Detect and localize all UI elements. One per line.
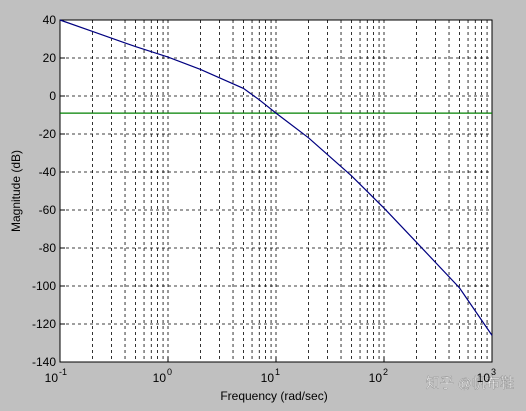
- x-tick-exponent: 2: [383, 367, 388, 377]
- y-tick-label: 20: [43, 51, 57, 65]
- x-axis-label: Frequency (rad/sec): [220, 389, 327, 403]
- x-tick-exponent: -1: [59, 367, 67, 377]
- x-tick-label: 10: [153, 371, 167, 385]
- x-tick-exponent: 0: [167, 367, 172, 377]
- y-tick-label: -80: [39, 241, 57, 255]
- y-tick-label: -100: [32, 279, 56, 293]
- y-tick-label: 40: [43, 13, 57, 27]
- x-tick-label: 10: [261, 371, 275, 385]
- x-tick-exponent: 1: [275, 367, 280, 377]
- x-tick-exponent: 3: [491, 367, 496, 377]
- plot-border: [59, 19, 493, 363]
- x-tick-label: 10: [477, 371, 491, 385]
- data-line: [59, 19, 493, 336]
- y-axis-label: Magnitude (dB): [9, 150, 23, 232]
- y-tick-label: -40: [39, 165, 57, 179]
- y-tick-label: 0: [49, 89, 56, 103]
- y-tick-label: -140: [32, 355, 56, 369]
- watermark: 知乎 @帆布鞋: [426, 375, 514, 391]
- y-tick-label: -120: [32, 317, 56, 331]
- x-tick-label: 10: [45, 371, 59, 385]
- x-tick-label: 10: [369, 371, 383, 385]
- y-tick-label: -20: [39, 127, 57, 141]
- y-tick-label: -60: [39, 203, 57, 217]
